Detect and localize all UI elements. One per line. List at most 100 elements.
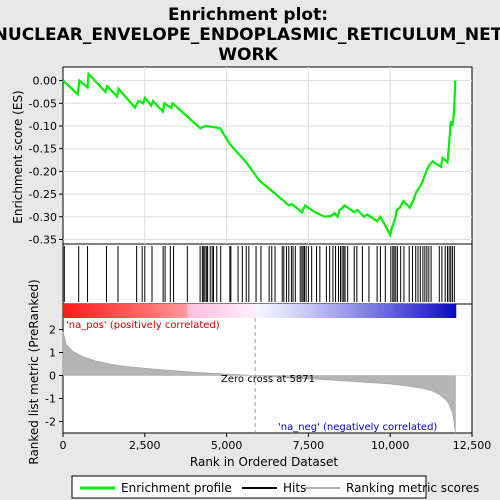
rank-color-cell <box>324 304 329 318</box>
es-line-layer <box>62 71 457 238</box>
rank-color-cell <box>262 304 267 318</box>
rank-color-cell <box>429 304 434 318</box>
rank-color-cell <box>233 304 238 318</box>
enrichment-profile-line <box>62 71 457 238</box>
rank-color-cell <box>439 304 444 318</box>
rank-color-cell <box>98 304 103 318</box>
rank-color-cell <box>252 304 257 318</box>
rank-color-cell <box>157 304 162 318</box>
rank-color-cell <box>200 304 205 318</box>
x-axis-label: Rank in Ordered Dataset <box>190 455 338 469</box>
rank-color-cell <box>452 304 457 318</box>
rank-color-cell <box>318 304 323 318</box>
rank-color-cell <box>409 304 414 318</box>
rank-color-cell <box>288 304 293 318</box>
rank-color-cell <box>66 304 71 318</box>
rank-color-cell <box>445 304 450 318</box>
rank-color-cell <box>95 304 100 318</box>
rank-color-cell <box>331 304 336 318</box>
rank-color-cell <box>400 304 404 318</box>
rank-color-cell <box>292 304 296 318</box>
rank-color-cell <box>108 304 113 318</box>
rank-color-cell <box>259 304 264 318</box>
rank-color-cell <box>305 304 309 318</box>
rank-color-cell <box>386 304 391 318</box>
rank-color-cell <box>403 304 408 318</box>
rank-color-cell <box>337 304 342 318</box>
rank-color-cell <box>128 304 133 318</box>
rank-color-cell <box>112 304 116 318</box>
rank-color-cell <box>350 304 355 318</box>
chart-title-line-1: Enrichment plot: <box>168 5 328 25</box>
metric-y-tick-label: 0 <box>49 370 56 383</box>
x-axis: 0 2,500 5,000 7,500 10,000 12,500 <box>60 433 492 452</box>
rank-color-cell <box>92 304 97 318</box>
rank-color-cell <box>190 304 195 318</box>
rank-color-cell <box>432 304 437 318</box>
rank-color-cell <box>193 304 198 318</box>
rank-color-cell <box>390 304 395 318</box>
rank-color-cell <box>138 304 143 318</box>
rank-color-cell <box>239 304 244 318</box>
rank-color-cell <box>344 304 349 318</box>
rank-color-cell <box>364 304 368 318</box>
rank-color-cell <box>121 304 126 318</box>
metric-y-tick-label: 2 <box>49 324 56 337</box>
es-y-tick-label: -0.25 <box>29 188 57 201</box>
es-panel <box>62 66 473 245</box>
rank-color-cell <box>82 304 87 318</box>
rank-color-cell <box>442 304 447 318</box>
rank-color-cell <box>282 304 287 318</box>
es-y-axis-label: Enrichment score (ES) <box>11 90 25 223</box>
rank-color-cell <box>229 304 234 318</box>
es-y-tick-label: -0.10 <box>29 120 57 133</box>
rank-color-cell <box>426 304 431 318</box>
metric-y-axis-label: Ranked list metric (PreRanked) <box>27 279 41 464</box>
rank-color-cell <box>422 304 427 318</box>
rank-color-cell <box>334 304 339 318</box>
rank-color-cell <box>85 304 90 318</box>
rank-color-cell <box>210 304 215 318</box>
rank-color-cell <box>220 304 224 318</box>
negative-correlation-label: 'na_neg' (negatively correlated) <box>278 422 437 433</box>
rank-color-cell <box>187 304 192 318</box>
rank-color-cell <box>148 304 152 318</box>
rank-color-cell <box>154 304 159 318</box>
rank-color-cell <box>216 304 221 318</box>
legend-hits-label: Hits <box>283 481 306 495</box>
legend: Enrichment profile Hits Ranking metric s… <box>71 475 479 499</box>
rank-color-cell <box>76 304 80 318</box>
es-y-axis: 0.00 -0.05 -0.10 -0.15 -0.20 -0.25 -0.30 -0.35 <box>29 75 63 246</box>
rank-color-cell <box>206 304 211 318</box>
x-tick-label: 10,000 <box>371 439 410 452</box>
rank-color-cell <box>377 304 381 318</box>
rank-color-cell <box>167 304 172 318</box>
rank-color-cell <box>354 304 359 318</box>
zero-cross-label: Zero cross at 5871 <box>221 374 315 385</box>
rank-color-cell <box>301 304 306 318</box>
rank-color-cell <box>275 304 280 318</box>
x-tick-label: 2,500 <box>129 439 161 452</box>
rank-color-cell <box>249 304 254 318</box>
rank-color-cell <box>360 304 365 318</box>
rank-color-cell <box>393 304 398 318</box>
rank-color-cell <box>256 304 260 318</box>
rank-color-cell <box>89 304 94 318</box>
x-tick-label: 7,500 <box>293 439 325 452</box>
rank-color-cell <box>118 304 123 318</box>
es-grid-layer <box>63 67 472 244</box>
x-tick-label: 0 <box>60 439 67 452</box>
rank-color-cell <box>174 304 179 318</box>
rank-color-cell <box>72 304 77 318</box>
x-tick-label: 12,500 <box>453 439 492 452</box>
rank-color-cell <box>367 304 372 318</box>
rank-color-cell <box>370 304 375 318</box>
rank-color-cell <box>311 304 316 318</box>
legend-profile-label: Enrichment profile <box>121 481 232 495</box>
rank-color-cell <box>436 304 440 318</box>
rank-color-cell <box>416 304 421 318</box>
rank-color-cell <box>125 304 130 318</box>
rank-color-cell <box>246 304 251 318</box>
rank-color-cell <box>79 304 84 318</box>
es-y-tick-label: 0.00 <box>33 75 58 88</box>
